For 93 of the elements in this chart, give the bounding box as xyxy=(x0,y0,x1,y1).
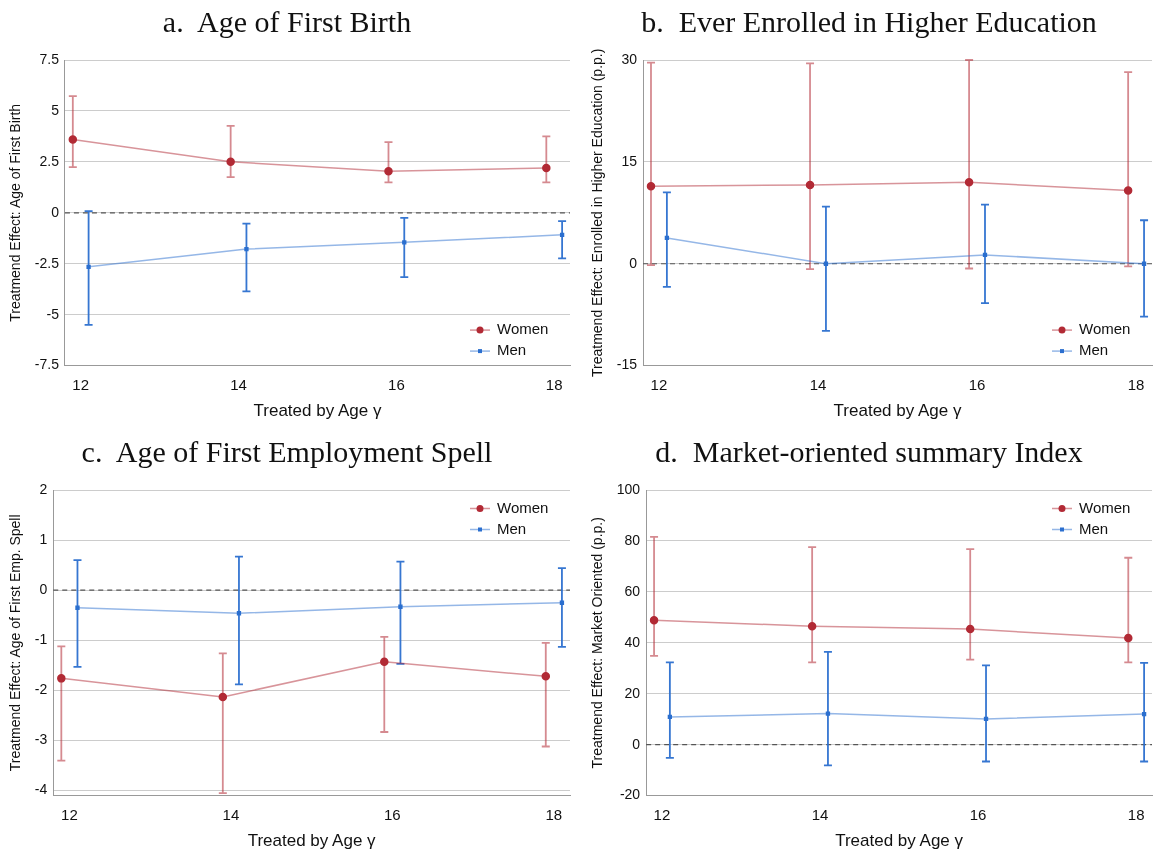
x-tick-label: 14 xyxy=(811,805,829,823)
point xyxy=(398,604,403,609)
x-axis-title: Treated by Age γ xyxy=(247,831,377,851)
point xyxy=(86,264,91,269)
legend-label: Men xyxy=(497,341,527,359)
point xyxy=(236,611,242,616)
legend-label: Women xyxy=(1079,498,1131,516)
legend-label: Women xyxy=(1079,320,1131,338)
point xyxy=(218,692,228,702)
point xyxy=(646,182,656,191)
point xyxy=(667,714,673,720)
x-tick-label: 16 xyxy=(969,805,987,823)
legend-label: Women xyxy=(497,320,549,338)
y-tick-label: -1 xyxy=(34,631,48,648)
y-tick-label: 1 xyxy=(39,530,48,547)
x-tick-label: 14 xyxy=(809,375,827,393)
x-tick-label: 12 xyxy=(650,375,668,393)
x-tick-label: 16 xyxy=(388,375,405,393)
point xyxy=(226,157,235,167)
point xyxy=(983,716,989,722)
x-tick-label: 18 xyxy=(1127,375,1145,393)
y-tick-label: 7.5 xyxy=(39,50,60,67)
x-tick-label: 14 xyxy=(230,375,247,393)
y-tick-label: 5 xyxy=(51,101,60,118)
x-tick-label: 12 xyxy=(653,805,671,823)
point xyxy=(542,163,551,173)
point xyxy=(1141,711,1147,717)
y-axis-title: Treatmend Effect: Age of First Emp. Spell xyxy=(7,514,24,772)
point xyxy=(825,711,831,716)
point xyxy=(982,252,988,258)
point xyxy=(384,166,393,176)
point xyxy=(75,605,80,610)
y-tick-label: -2 xyxy=(34,681,48,698)
legend-label: Men xyxy=(1079,341,1109,359)
point xyxy=(57,674,66,683)
point xyxy=(1123,186,1133,195)
y-tick-label: 2.5 xyxy=(39,152,60,169)
point xyxy=(649,615,659,625)
point xyxy=(559,600,565,605)
x-tick-label: 18 xyxy=(1127,805,1145,823)
y-tick-label: 2 xyxy=(39,480,48,497)
y-tick-label: -5 xyxy=(46,305,60,322)
point xyxy=(559,232,565,237)
point xyxy=(1124,633,1133,643)
y-tick-label: 0 xyxy=(39,581,48,598)
x-tick-label: 12 xyxy=(61,805,78,823)
x-tick-label: 14 xyxy=(222,805,240,823)
x-tick-label: 16 xyxy=(968,375,986,393)
point xyxy=(1141,261,1147,266)
y-tick-label: -3 xyxy=(34,731,48,748)
y-tick-label: -20 xyxy=(619,786,641,803)
x-tick-label: 12 xyxy=(72,375,90,393)
y-axis-title: Treatmend Effect: Market Oriented (p.p.) xyxy=(589,517,606,769)
y-tick-label: -2.5 xyxy=(34,254,60,271)
legend-label: Men xyxy=(1079,519,1109,537)
x-axis-title: Treated by Age γ xyxy=(253,401,382,421)
point xyxy=(541,672,551,681)
y-axis-title: Treatmend Effect: Age of First Birth xyxy=(7,103,24,322)
y-tick-label: 0 xyxy=(629,254,638,271)
chart-title: c. Age of First Employment Spell xyxy=(81,434,493,468)
point xyxy=(965,624,975,634)
y-tick-label: -4 xyxy=(34,781,48,798)
y-tick-label: 0 xyxy=(632,735,641,752)
y-tick-label: 40 xyxy=(624,633,641,650)
point xyxy=(402,240,407,245)
point xyxy=(380,657,389,667)
y-tick-label: 60 xyxy=(624,582,641,599)
point xyxy=(964,177,974,187)
legend-label: Men xyxy=(497,519,527,537)
x-tick-label: 18 xyxy=(545,375,563,393)
y-tick-label: 80 xyxy=(624,531,641,548)
point xyxy=(664,235,670,241)
x-tick-label: 16 xyxy=(384,805,401,823)
y-tick-label: 30 xyxy=(621,50,638,67)
point xyxy=(68,135,78,144)
y-axis-title: Treatmend Effect: Enrolled in Higher Education (p.p.) xyxy=(589,48,606,377)
chart-title: d. Market-oriented summary Index xyxy=(655,434,1083,468)
chart-title: b. Ever Enrolled in Higher Education xyxy=(641,4,1097,38)
point xyxy=(823,261,829,266)
point xyxy=(807,622,817,631)
chart-title: a. Age of First Birth xyxy=(162,4,412,38)
x-axis-title: Treated by Age γ xyxy=(835,831,964,851)
x-axis-title: Treated by Age γ xyxy=(833,401,962,421)
y-tick-label: 0 xyxy=(51,203,60,220)
point xyxy=(244,246,249,252)
legend-label: Women xyxy=(497,498,549,516)
y-tick-label: 100 xyxy=(616,480,641,497)
x-tick-label: 18 xyxy=(545,805,563,823)
y-tick-label: -15 xyxy=(616,356,638,373)
y-tick-label: 15 xyxy=(621,152,638,169)
y-tick-label: -7.5 xyxy=(34,356,60,373)
y-tick-label: 20 xyxy=(624,684,641,701)
point xyxy=(805,180,815,190)
